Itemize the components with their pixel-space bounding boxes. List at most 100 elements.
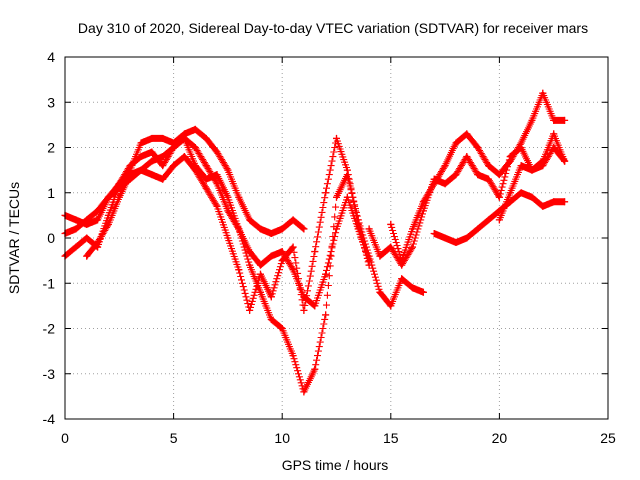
data-point	[419, 198, 427, 206]
data-point	[539, 89, 547, 97]
data-point	[246, 248, 254, 256]
data-point	[159, 162, 167, 170]
data-series	[61, 89, 569, 396]
data-point	[539, 157, 547, 165]
data-point	[170, 144, 178, 151]
data-point	[224, 234, 232, 242]
data-point	[94, 239, 102, 247]
data-point	[333, 193, 340, 201]
data-point	[495, 216, 503, 224]
y-tick-label: 0	[47, 230, 55, 246]
x-tick-label: 15	[383, 430, 399, 446]
data-point	[94, 207, 102, 215]
data-point	[550, 198, 558, 206]
data-point	[267, 252, 275, 260]
data-point	[300, 388, 308, 396]
data-point	[550, 116, 558, 124]
data-point	[463, 153, 471, 161]
data-point	[213, 148, 221, 156]
data-point	[159, 175, 167, 183]
y-tick-label: 1	[47, 185, 55, 201]
data-point	[104, 193, 112, 201]
data-point	[474, 144, 482, 151]
data-point	[495, 193, 503, 201]
data-point	[235, 225, 243, 233]
data-point	[430, 180, 438, 188]
data-point	[104, 220, 112, 228]
data-point	[72, 243, 80, 251]
y-axis-label: SDTVAR / TECUs	[6, 182, 22, 294]
series-track-2	[61, 134, 373, 310]
data-point	[126, 171, 134, 179]
data-point	[115, 193, 123, 201]
data-point	[506, 189, 514, 197]
data-point	[528, 193, 536, 201]
data-point	[180, 134, 188, 142]
y-tick-label: -4	[43, 411, 56, 427]
data-point	[561, 116, 569, 124]
data-point	[528, 166, 536, 174]
data-point	[246, 216, 254, 224]
x-tick-label: 10	[274, 430, 290, 446]
data-point	[137, 166, 145, 174]
data-point	[485, 162, 493, 170]
data-point	[333, 134, 340, 142]
data-point	[561, 198, 569, 206]
data-point	[72, 225, 80, 233]
data-point	[452, 139, 460, 147]
data-point	[278, 225, 286, 233]
data-point	[387, 220, 395, 228]
data-point	[137, 139, 145, 147]
data-point	[300, 225, 308, 233]
data-point	[235, 193, 243, 201]
data-point	[289, 266, 297, 274]
data-point	[474, 225, 482, 233]
data-point	[539, 202, 547, 210]
grid	[65, 57, 608, 419]
y-tick-label: 4	[47, 49, 55, 65]
data-point	[148, 171, 156, 179]
data-point	[517, 189, 525, 197]
data-point	[441, 234, 449, 242]
data-point	[452, 239, 460, 247]
data-point	[148, 148, 156, 156]
data-point	[409, 225, 417, 233]
data-point	[137, 153, 145, 161]
data-point	[94, 216, 102, 224]
series-markers	[83, 134, 373, 314]
data-point	[202, 134, 210, 142]
data-point	[485, 175, 493, 183]
data-point	[463, 234, 471, 242]
x-axis-label: GPS time / hours	[282, 457, 389, 473]
y-tick-label: 2	[47, 140, 55, 156]
data-point	[267, 293, 275, 301]
data-point	[256, 270, 264, 278]
data-point	[311, 365, 319, 373]
y-tick-label: 3	[47, 94, 55, 110]
data-point	[246, 306, 254, 314]
series-track-6	[387, 89, 569, 265]
data-point	[289, 216, 297, 224]
data-point	[517, 162, 525, 170]
y-tick-label: -1	[43, 275, 56, 291]
data-point	[224, 166, 232, 174]
data-point	[365, 261, 373, 269]
x-tick-label: 25	[600, 430, 616, 446]
data-point	[430, 229, 438, 237]
data-point	[170, 162, 178, 170]
series-track-7	[430, 189, 569, 247]
y-tick-label: -2	[43, 321, 56, 337]
data-point	[419, 288, 427, 296]
x-tick-label: 5	[170, 430, 178, 446]
data-point	[365, 225, 373, 233]
data-point	[528, 116, 536, 124]
data-point	[561, 157, 569, 165]
data-point	[517, 139, 525, 147]
data-point	[115, 180, 123, 188]
data-point	[278, 325, 286, 332]
chart-title: Day 310 of 2020, Sidereal Day-to-day VTE…	[78, 20, 588, 36]
data-point	[376, 252, 384, 260]
data-point	[191, 144, 199, 151]
data-point	[202, 184, 210, 192]
